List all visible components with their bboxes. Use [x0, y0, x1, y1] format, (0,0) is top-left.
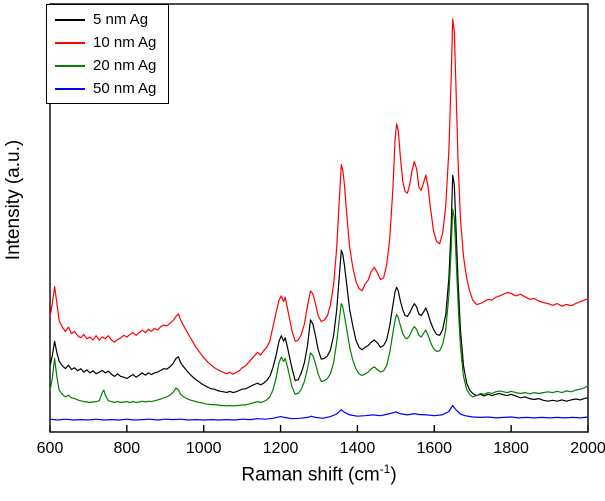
legend-item: 50 nm Ag: [55, 77, 156, 100]
x-tick-label: 600: [37, 440, 64, 457]
legend-item: 5 nm Ag: [55, 8, 156, 31]
legend-label: 20 nm Ag: [93, 57, 157, 74]
legend-line-swatch: [55, 41, 85, 44]
series-line-50-nm-ag: [49, 404, 589, 421]
x-tick-label: 1000: [186, 440, 222, 457]
legend-line-swatch: [55, 87, 85, 90]
series-line-10-nm-ag: [49, 18, 589, 375]
x-tick-label: 1200: [263, 440, 299, 457]
legend: 5 nm Ag 10 nm Ag 20 nm Ag 50 nm Ag: [46, 4, 170, 104]
legend-line-swatch: [55, 64, 85, 67]
x-tick-label: 2000: [570, 440, 605, 457]
series-line-5-nm-ag: [49, 174, 589, 402]
x-tick-label: 1800: [493, 440, 529, 457]
x-axis-label-superscript: -1: [379, 462, 391, 476]
axes-frame: [49, 3, 589, 433]
y-axis-label: Intensity (a.u.): [3, 139, 24, 261]
x-axis-label-close: ): [390, 464, 397, 486]
x-axis-label: Raman shift (cm-1): [50, 462, 588, 486]
legend-label: 10 nm Ag: [93, 34, 157, 51]
x-axis-label-text: Raman shift (cm: [241, 464, 380, 486]
x-tick-label: 800: [114, 440, 141, 457]
legend-item: 10 nm Ag: [55, 31, 156, 54]
legend-line-swatch: [55, 18, 85, 21]
series-line-20-nm-ag: [49, 208, 589, 407]
legend-item: 20 nm Ag: [55, 54, 156, 77]
x-tick-label: 1600: [416, 440, 452, 457]
x-tick-label: 1400: [340, 440, 376, 457]
legend-label: 5 nm Ag: [93, 11, 149, 28]
legend-label: 50 nm Ag: [93, 80, 157, 97]
